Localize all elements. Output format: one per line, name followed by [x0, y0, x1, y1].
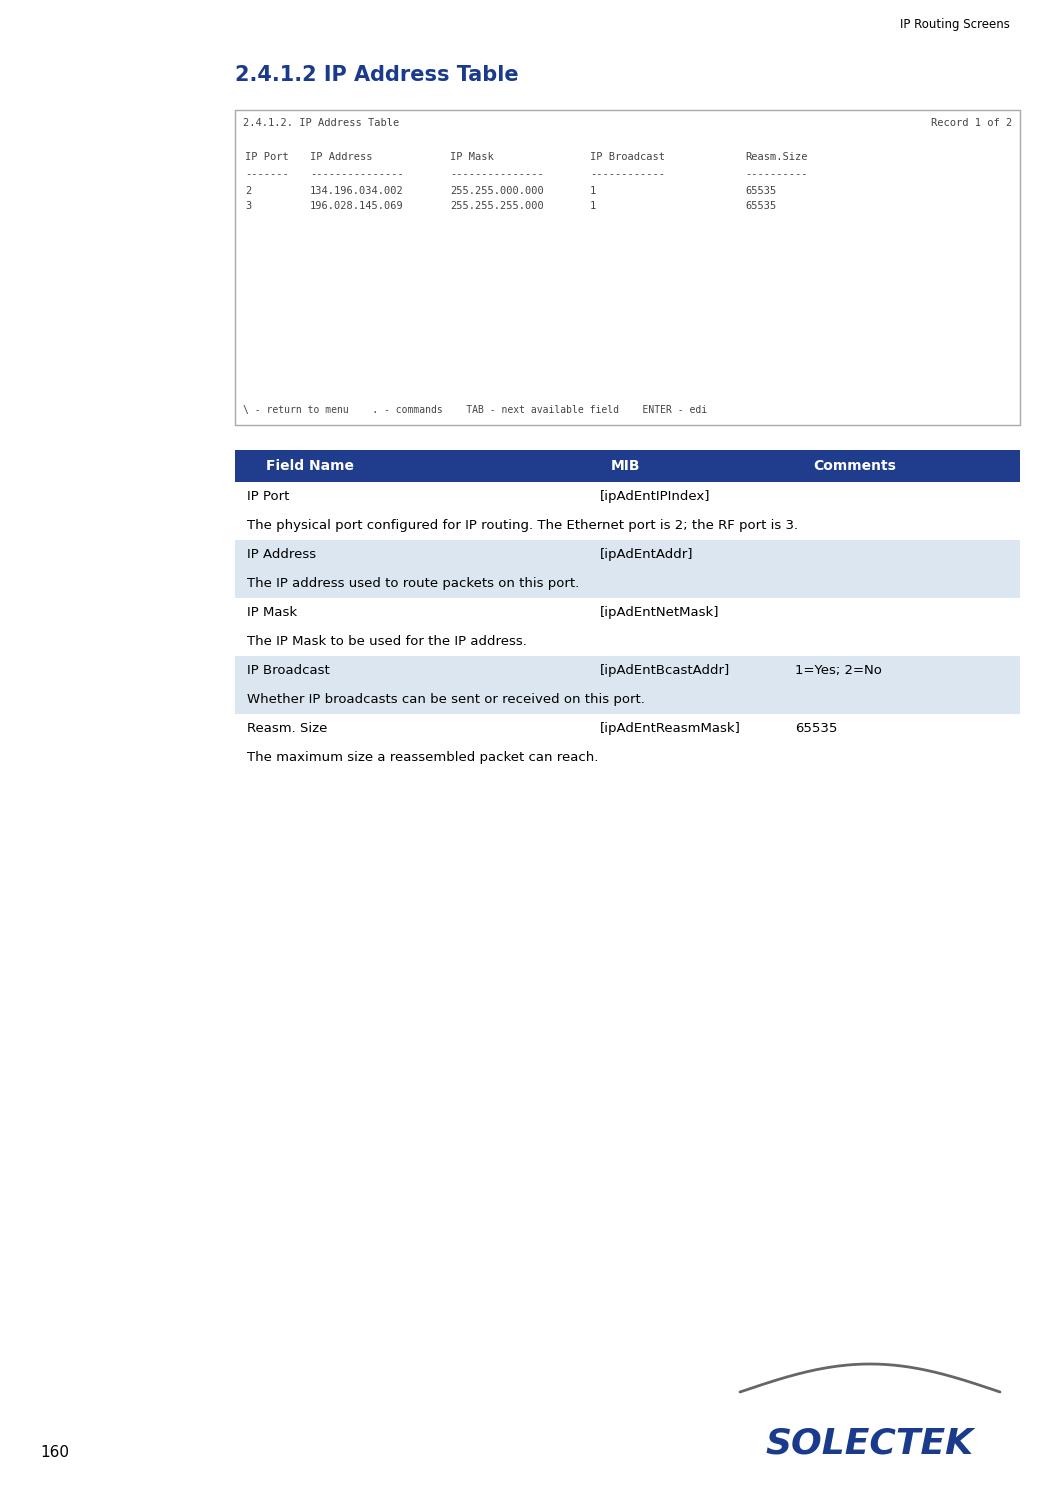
- Text: 160: 160: [40, 1445, 69, 1460]
- Bar: [235, 568, 1020, 598]
- Text: 1=Yes; 2=No: 1=Yes; 2=No: [795, 664, 882, 676]
- Text: SOLECTEK: SOLECTEK: [766, 1426, 974, 1460]
- Bar: [235, 111, 1020, 425]
- Text: IP Port: IP Port: [245, 153, 288, 162]
- Text: The physical port configured for IP routing. The Ethernet port is 2; the RF port: The physical port configured for IP rout…: [247, 519, 798, 531]
- Text: IP Routing Screens: IP Routing Screens: [900, 18, 1011, 31]
- Text: Field Name: Field Name: [266, 459, 354, 473]
- Text: The maximum size a reassembled packet can reach.: The maximum size a reassembled packet ca…: [247, 751, 599, 763]
- Text: \ - return to menu    . - commands    TAB - next available field    ENTER - edi: \ - return to menu . - commands TAB - ne…: [243, 405, 707, 414]
- Bar: [235, 450, 1020, 482]
- Text: 1: 1: [590, 200, 597, 211]
- Text: IP Address: IP Address: [247, 548, 317, 561]
- Text: Reasm.Size: Reasm.Size: [745, 153, 808, 162]
- Text: IP Address: IP Address: [310, 153, 372, 162]
- Text: IP Broadcast: IP Broadcast: [590, 153, 665, 162]
- Text: 2.4.1.2. IP Address Table: 2.4.1.2. IP Address Table: [243, 118, 399, 129]
- Text: [ipAdEntAddr]: [ipAdEntAddr]: [600, 548, 694, 561]
- Text: Record 1 of 2: Record 1 of 2: [931, 118, 1012, 129]
- Text: IP Mask: IP Mask: [450, 153, 493, 162]
- Text: 196.028.145.069: 196.028.145.069: [310, 200, 403, 211]
- Text: IP Mask: IP Mask: [247, 606, 297, 618]
- Text: The IP address used to route packets on this port.: The IP address used to route packets on …: [247, 576, 579, 589]
- Text: Reasm. Size: Reasm. Size: [247, 721, 327, 735]
- Text: ----------: ----------: [745, 169, 808, 180]
- Text: ------------: ------------: [590, 169, 665, 180]
- Text: 1: 1: [590, 186, 597, 196]
- Text: ---------------: ---------------: [310, 169, 403, 180]
- Text: 65535: 65535: [795, 721, 837, 735]
- Text: [ipAdEntBcastAddr]: [ipAdEntBcastAddr]: [600, 664, 730, 676]
- Text: Whether IP broadcasts can be sent or received on this port.: Whether IP broadcasts can be sent or rec…: [247, 693, 645, 706]
- Text: 2: 2: [245, 186, 251, 196]
- Text: Comments: Comments: [814, 459, 897, 473]
- Text: MIB: MIB: [610, 459, 640, 473]
- Text: [ipAdEntIPIndex]: [ipAdEntIPIndex]: [600, 489, 711, 503]
- Text: The IP Mask to be used for the IP address.: The IP Mask to be used for the IP addres…: [247, 634, 527, 648]
- Bar: [235, 684, 1020, 714]
- Bar: [235, 657, 1020, 684]
- Text: 2.4.1.2 IP Address Table: 2.4.1.2 IP Address Table: [235, 64, 518, 85]
- Text: 3: 3: [245, 200, 251, 211]
- Text: [ipAdEntNetMask]: [ipAdEntNetMask]: [600, 606, 720, 618]
- Bar: [235, 540, 1020, 568]
- Text: 255.255.000.000: 255.255.000.000: [450, 186, 543, 196]
- Text: IP Port: IP Port: [247, 489, 289, 503]
- Text: [ipAdEntReasmMask]: [ipAdEntReasmMask]: [600, 721, 741, 735]
- Text: -------: -------: [245, 169, 288, 180]
- Text: 134.196.034.002: 134.196.034.002: [310, 186, 403, 196]
- Text: 65535: 65535: [745, 186, 776, 196]
- Text: 255.255.255.000: 255.255.255.000: [450, 200, 543, 211]
- Text: IP Broadcast: IP Broadcast: [247, 664, 330, 676]
- Text: ---------------: ---------------: [450, 169, 543, 180]
- Text: 65535: 65535: [745, 200, 776, 211]
